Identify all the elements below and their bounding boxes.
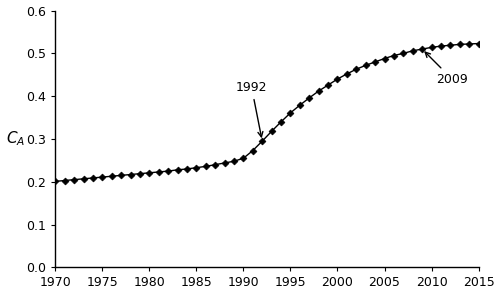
Text: 2009: 2009	[425, 52, 468, 86]
Text: 1992: 1992	[236, 81, 268, 137]
Y-axis label: $C_A$: $C_A$	[6, 130, 25, 148]
